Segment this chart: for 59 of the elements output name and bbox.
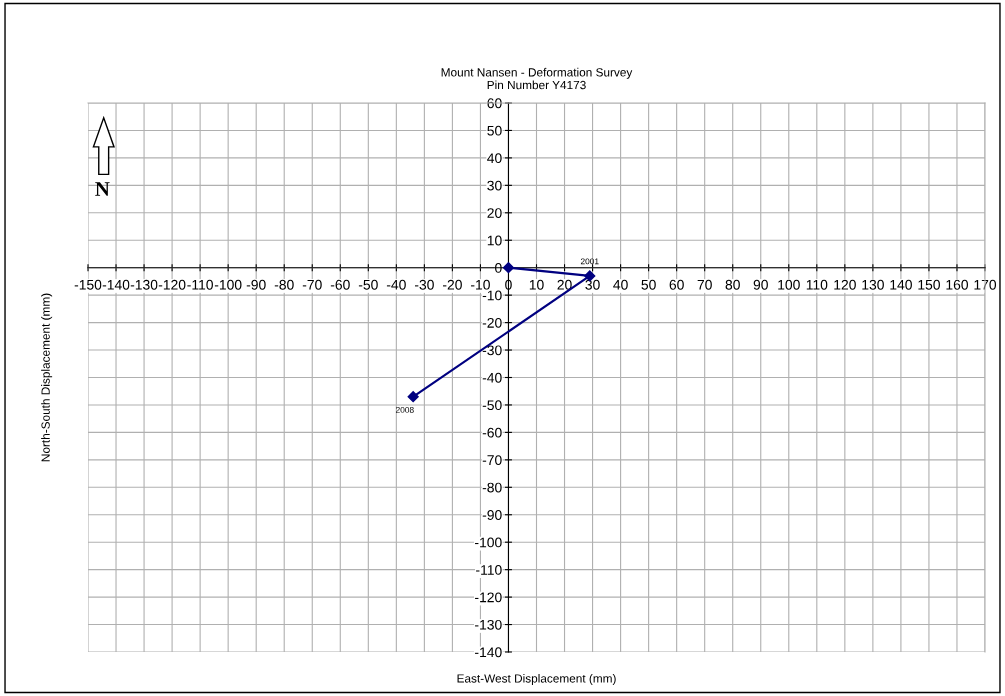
annotation: 2001 [580,258,599,265]
x-tick-label: 120 [834,279,856,290]
x-tick-label: -30 [414,279,434,290]
x-tick-label: 130 [862,279,884,290]
x-tick-label: 20 [557,279,572,290]
y-tick-label: -110 [476,564,502,575]
x-tick-label: -80 [274,279,294,290]
x-tick-label: -100 [214,279,242,290]
x-tick-label: 50 [641,279,656,290]
x-tick-label: -60 [330,279,350,290]
x-tick-label: -50 [358,279,378,290]
x-tick-label: 160 [946,279,969,290]
x-tick-label: -70 [302,279,322,290]
x-tick-label: 110 [806,279,828,290]
annotation: N [95,182,110,196]
y-tick-label: -60 [482,427,502,438]
x-tick-label: -120 [158,279,186,290]
y-tick-label: 50 [487,125,502,136]
point [407,391,419,403]
x-tick-label: 30 [585,279,600,290]
y-tick-label: 10 [487,235,502,246]
x-tick-label: 10 [529,279,544,290]
y-tick-label: 60 [487,98,502,109]
y-tick-label: 20 [487,208,502,218]
annotation: 2008 [395,406,414,413]
y-tick-label: -10 [482,290,502,301]
x-tick-label: -90 [246,279,266,290]
point [502,262,515,274]
x-tick-label: 80 [725,279,740,290]
y-tick-label: 30 [487,180,502,191]
y-axis-title: North-South Displacement (mm) [41,293,53,462]
x-tick-label: -150 [74,279,102,290]
y-tick-label: -30 [482,345,502,356]
x-tick-label: -140 [102,279,130,290]
x-tick-label: 140 [890,279,912,290]
x-tick-label: 70 [697,279,712,290]
chart-title: Mount Nansen - Deformation Survey Pin Number Y4173 [441,67,633,90]
y-tick-label: -140 [475,647,502,658]
y-tick-label: -40 [482,372,502,383]
y-tick-label: -130 [475,619,502,630]
x-tick-label: -20 [442,279,462,290]
y-tick-label: -100 [475,537,502,548]
y-tick-label: -50 [482,400,502,411]
x-tick-label: 90 [753,279,768,290]
y-tick-label: -20 [482,317,502,328]
x-axis-title: East-West Displacement (mm) [457,673,616,685]
x-tick-label: 100 [778,279,800,290]
y-tick-label: -90 [482,510,502,520]
y-tick-label: -80 [482,482,502,493]
x-tick-label: 60 [669,279,684,290]
y-tick-label: 40 [487,153,502,164]
x-tick-label: 150 [918,279,940,290]
x-tick-label: -110 [187,279,213,290]
x-tick-label: -130 [130,279,158,290]
x-tick-label: 170 [974,279,997,290]
x-tick-label: 40 [613,279,628,290]
y-tick-label: -70 [482,455,502,466]
y-tick-label: -120 [475,592,502,603]
x-tick-label: -40 [386,279,406,290]
